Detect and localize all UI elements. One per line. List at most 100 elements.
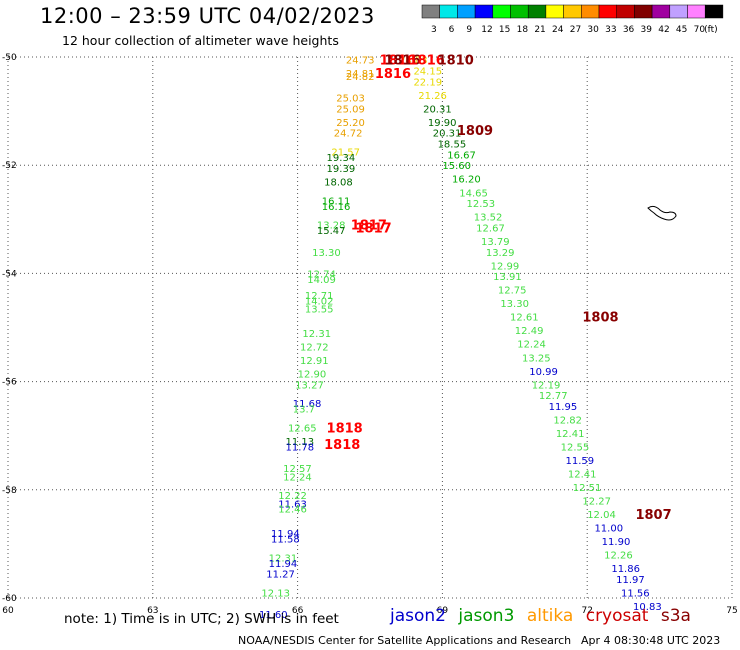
data-point-label: 16.67 (447, 150, 476, 161)
footer-note: note: 1) Time is in UTC; 2) SWH is in fe… (64, 611, 339, 627)
legend-altika: altika (526, 606, 574, 626)
scale-label: 18 (517, 25, 529, 35)
data-point-label: 25.09 (336, 104, 365, 115)
pass-time-label: 1816 (375, 67, 411, 82)
data-point-label: 24.73 (346, 56, 375, 67)
data-point-label: 12.91 (300, 356, 329, 367)
data-point-label: 24.81 (346, 69, 375, 80)
data-point-label: 18.55 (438, 140, 467, 151)
data-point-label: 11.27 (266, 570, 295, 581)
data-point-label: 13.91 (493, 272, 522, 283)
scale-label: 12 (481, 25, 492, 35)
scale-label: 24 (552, 25, 564, 35)
data-point-label: 12.27 (582, 497, 611, 508)
data-point-label: 12.49 (515, 326, 544, 337)
data-point-label: 12.71 (305, 291, 334, 302)
pass-time-label: 1817 (351, 219, 387, 234)
pass-time-label: 1810 (438, 54, 474, 69)
scale-label: 33 (605, 25, 616, 35)
data-point-label: 13.30 (312, 248, 341, 259)
data-point-label: 11.94 (271, 529, 300, 540)
scale-label: 70 (694, 25, 706, 35)
data-point-label: 12.41 (556, 429, 585, 440)
footer-timestamp: Apr 4 08:30:48 UTC 2023 (581, 634, 721, 647)
data-point-label: 11.78 (286, 443, 315, 454)
x-tick-label: 63 (147, 606, 158, 616)
y-tick-label: -58 (2, 486, 17, 496)
data-point-label: 12.75 (498, 286, 527, 297)
scale-label: 30 (587, 25, 599, 35)
footer-credit: NOAA/NESDIS Center for Satellite Applica… (238, 634, 572, 647)
data-point-label: 11.00 (594, 524, 623, 535)
data-point-label: 12.13 (261, 589, 290, 600)
data-point-label: 12.57 (283, 464, 312, 475)
data-point-label: 11.13 (286, 437, 315, 448)
data-point-label: 11.59 (565, 456, 594, 467)
data-point-label: 24.15 (413, 67, 442, 78)
x-tick-label: 69 (437, 606, 449, 616)
data-point-label: 20.31 (433, 129, 462, 140)
data-point-label: 18.08 (324, 177, 353, 188)
data-point-label: 13.79 (481, 237, 510, 248)
chart-subtitle: 12 hour collection of altimeter wave hei… (62, 33, 339, 48)
data-point-label: 11.60 (259, 610, 288, 621)
scale-label: 6 (449, 25, 455, 35)
data-point-label: 13.25 (522, 353, 551, 364)
scale-label: 27 (570, 25, 581, 35)
data-point-label: 13.7 (293, 405, 315, 416)
scale-label: 36 (623, 25, 635, 35)
y-tick-label: -52 (2, 161, 17, 171)
data-point-label: 12.24 (517, 340, 546, 351)
data-point-label: 13.55 (305, 305, 334, 316)
data-point-label: 13.28 (317, 221, 346, 232)
x-tick-label: 75 (726, 606, 737, 616)
satellite-legend: jason2 jason3 altika cryosat s3a (390, 606, 698, 626)
data-point-label: 12.51 (573, 483, 602, 494)
data-point-label: 14.65 (459, 188, 488, 199)
data-point-label: 12.46 (278, 505, 307, 516)
data-point-label: 12.67 (476, 223, 505, 234)
scale-label: 9 (466, 25, 472, 35)
y-tick-label: -54 (2, 269, 17, 279)
data-point-label: 12.19 (532, 380, 561, 391)
data-point-label: 11.86 (611, 564, 640, 575)
data-point-label: 21.57 (331, 148, 360, 159)
data-point-label: 12.61 (510, 313, 539, 324)
data-point-label: 16.16 (322, 202, 351, 213)
scale-label: 42 (658, 25, 669, 35)
data-point-label: 12.31 (269, 553, 298, 564)
scale-label: 21 (534, 25, 545, 35)
island-outline (647, 205, 677, 221)
data-point-label: 11.56 (621, 589, 650, 600)
data-point-label: 12.82 (553, 415, 582, 426)
pass-time-label: 1816 (384, 54, 420, 69)
data-point-label: 12.31 (302, 329, 331, 340)
pass-time-label: 1818 (324, 438, 360, 453)
data-point-label: 10.99 (529, 367, 558, 378)
y-tick-label: -60 (2, 594, 17, 604)
data-point-label: 12.74 (307, 269, 336, 280)
scale-unit: (ft) (704, 25, 718, 35)
data-point-label: 15.47 (317, 226, 346, 237)
y-tick-label: -56 (2, 378, 17, 388)
pass-time-label: 1808 (582, 311, 618, 326)
data-point-label: 16.20 (452, 175, 481, 186)
pass-time-label: 1818 (327, 422, 363, 437)
data-point-label: 19.39 (327, 164, 356, 175)
data-point-label: 25.03 (336, 94, 365, 105)
pass-time-label: 1816 (380, 54, 416, 69)
data-point-label: 11.68 (293, 399, 322, 410)
legend-jason2: jason2 (390, 606, 446, 626)
x-tick-label: 72 (581, 606, 592, 616)
data-point-label: 24.72 (334, 129, 363, 140)
data-point-label: 11.95 (549, 402, 578, 413)
data-point-label: 12.55 (561, 443, 590, 454)
data-point-label: 24.83 (399, 56, 428, 67)
data-point-label: 19.34 (327, 153, 356, 164)
data-point-label: 25.20 (336, 118, 365, 129)
data-point-label: 15.60 (442, 161, 471, 172)
data-point-label: 13.30 (500, 299, 529, 310)
data-point-label: 12.26 (604, 551, 633, 562)
pass-time-label: 1816 (409, 54, 445, 69)
